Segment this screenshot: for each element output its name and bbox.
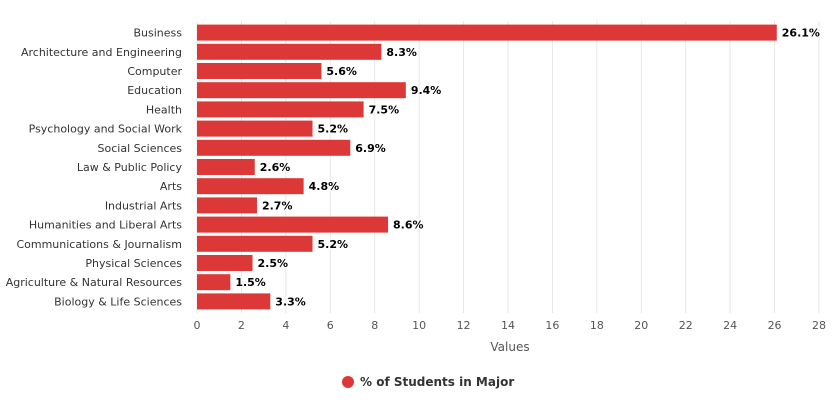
bar[interactable] (197, 159, 255, 175)
data-label: 3.3% (275, 295, 306, 308)
data-label: 2.6% (260, 161, 291, 174)
data-label: 5.2% (318, 238, 349, 251)
bar[interactable] (197, 235, 313, 252)
legend[interactable]: % of Students in Major (342, 375, 514, 389)
legend-label: % of Students in Major (360, 375, 514, 389)
bar[interactable] (197, 255, 253, 271)
x-tick-label: 28 (812, 319, 826, 332)
bar[interactable] (197, 24, 777, 41)
bar[interactable] (197, 120, 313, 137)
category-label: Computer (127, 65, 182, 78)
x-tick-label: 14 (501, 319, 515, 332)
x-tick-label: 24 (723, 319, 737, 332)
category-label: Psychology and Social Work (29, 123, 183, 136)
data-label: 7.5% (369, 103, 400, 116)
x-axis-ticks: 0 2 4 6 8 10 12 14 16 18 20 22 24 26 28 (194, 319, 827, 332)
x-tick-label: 18 (590, 319, 604, 332)
x-tick-label: 0 (194, 319, 201, 332)
bar[interactable] (197, 178, 304, 195)
category-label: Law & Public Policy (77, 161, 183, 174)
x-tick-label: 2 (238, 319, 245, 332)
data-label: 5.6% (326, 65, 357, 78)
x-tick-label: 26 (768, 319, 782, 332)
category-label: Agriculture & Natural Resources (6, 276, 183, 289)
bar[interactable] (197, 293, 271, 310)
data-label: 8.3% (386, 46, 417, 59)
data-label: 8.6% (393, 219, 424, 232)
bar[interactable] (197, 197, 257, 214)
bar[interactable] (197, 101, 364, 118)
x-tick-label: 4 (282, 319, 289, 332)
x-tick-label: 16 (545, 319, 559, 332)
legend-marker (342, 376, 354, 388)
bar[interactable] (197, 274, 231, 291)
category-label: Industrial Arts (105, 199, 182, 212)
category-label: Communications & Journalism (16, 238, 182, 251)
data-label: 4.8% (309, 180, 340, 193)
data-label: 5.2% (318, 123, 349, 136)
data-label: 2.7% (262, 199, 293, 212)
x-tick-label: 6 (327, 319, 334, 332)
gridlines (196, 21, 820, 313)
data-labels: 26.1% 8.3% 5.6% 9.4% 7.5% 5.2% 6.9% 2.6% 4.8% 2.7… (234, 25, 821, 309)
x-tick-label: 12 (457, 319, 471, 332)
x-tick-label: 10 (412, 319, 426, 332)
bars (197, 24, 777, 310)
x-tick-label: 22 (679, 319, 693, 332)
data-label: 2.5% (258, 257, 289, 270)
data-label: 26.1% (782, 27, 820, 40)
category-label: Business (133, 27, 182, 40)
category-label: Physical Sciences (85, 257, 182, 270)
x-tick-label: 20 (634, 319, 648, 332)
data-label: 1.5% (235, 276, 266, 289)
x-axis-title: Values (490, 340, 529, 354)
bar[interactable] (197, 139, 351, 156)
data-label: 6.9% (355, 142, 386, 155)
category-label: Social Sciences (98, 142, 183, 155)
bar[interactable] (197, 43, 382, 60)
category-labels: Business Architecture and Engineering Comp… (6, 27, 183, 309)
category-label: Education (127, 84, 182, 97)
bar[interactable] (197, 82, 406, 99)
category-label: Humanities and Liberal Arts (29, 219, 182, 232)
category-label: Arts (160, 180, 182, 193)
category-label: Biology & Life Sciences (54, 295, 182, 308)
bar[interactable] (197, 63, 322, 79)
category-label: Architecture and Engineering (21, 46, 182, 59)
data-label: 9.4% (411, 84, 442, 97)
bar[interactable] (197, 216, 389, 233)
x-tick-label: 8 (371, 319, 378, 332)
category-label: Health (146, 103, 182, 116)
